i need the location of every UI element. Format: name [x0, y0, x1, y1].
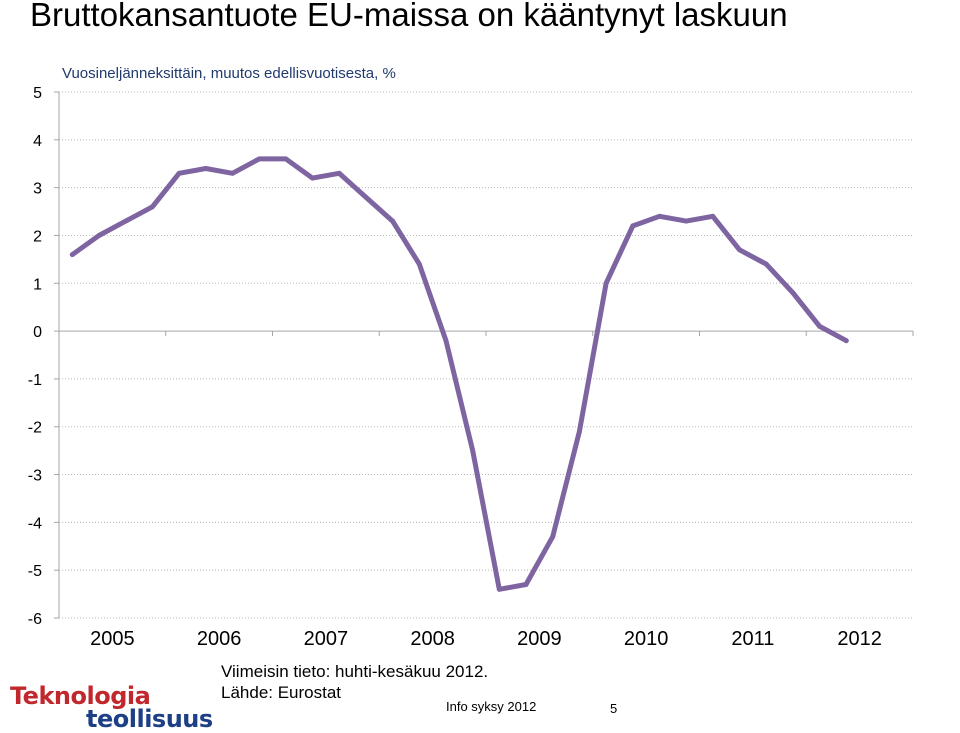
series-group [69, 156, 849, 592]
y-tick-label: 4 [33, 133, 42, 150]
data-point [69, 252, 75, 257]
data-point [256, 156, 262, 162]
data-point [150, 204, 155, 210]
data-point [737, 247, 742, 253]
source-note: Lähde: Eurostat [221, 683, 342, 702]
x-tick-label: 2010 [624, 628, 669, 650]
x-tick-label: 2005 [90, 628, 135, 650]
data-point [790, 290, 796, 296]
page-number: 5 [610, 701, 618, 716]
data-point [416, 261, 422, 267]
axes [54, 91, 914, 619]
data-point [817, 323, 822, 329]
teknologiateollisuus-logo: Teknologia teollisuus [8, 680, 218, 733]
data-point [630, 223, 636, 229]
data-point [363, 194, 369, 200]
x-tick-label: 2012 [837, 628, 882, 650]
data-point [550, 534, 556, 540]
data-point [523, 582, 529, 587]
data-point [203, 166, 209, 171]
x-tick-label: 2007 [304, 628, 349, 650]
x-tick-label: 2006 [197, 628, 242, 650]
y-tick-label: -6 [28, 611, 42, 628]
y-axis-ticks: 5 4 3 2 1 0 -1 -2 -3 -4 -5 -6 [28, 85, 42, 628]
chart-title: Bruttokansantuote EU-maissa on kääntynyt… [30, 0, 788, 33]
y-tick-label: 0 [33, 324, 42, 341]
gridlines [59, 91, 913, 619]
data-point [496, 586, 502, 592]
y-tick-label: 2 [33, 228, 42, 245]
data-point [470, 448, 476, 454]
y-tick-label: -5 [28, 563, 42, 580]
data-point [577, 429, 582, 434]
y-tick-label: -1 [28, 372, 42, 389]
latest-data-note: Viimeisin tieto: huhti-kesäkuu 2012. [221, 662, 489, 681]
logo-line-1: Teknologia [10, 682, 151, 710]
data-point [843, 338, 849, 344]
x-tick-label: 2009 [517, 628, 562, 650]
y-tick-label: 5 [33, 85, 42, 102]
data-point [123, 218, 129, 224]
data-point [390, 218, 395, 224]
chart-subtitle: Vuosineljänneksittäin, muutos edellisvuo… [62, 65, 396, 82]
x-axis-year-labels: 2005 2006 2007 2008 2009 2010 2011 2012 [90, 628, 882, 650]
data-point [443, 338, 449, 344]
data-point [657, 213, 662, 219]
x-tick-label: 2008 [410, 628, 455, 650]
logo-line-2: teollisuus [86, 705, 213, 733]
data-point [683, 218, 689, 224]
y-tick-label: 3 [33, 181, 42, 198]
data-point [176, 170, 182, 176]
y-tick-label: 1 [33, 276, 42, 293]
data-point [96, 233, 102, 238]
y-tick-label: -3 [28, 468, 42, 485]
data-point [603, 280, 609, 286]
data-point [710, 213, 716, 219]
footer-info: Info syksy 2012 [446, 699, 537, 714]
y-tick-label: -4 [28, 515, 42, 532]
x-tick-label: 2011 [731, 628, 774, 650]
y-tick-label: -2 [28, 420, 42, 437]
data-point [310, 175, 315, 181]
series-line [69, 156, 849, 592]
data-point [336, 170, 342, 176]
data-point [230, 170, 235, 176]
data-point [283, 156, 289, 162]
data-point [763, 261, 769, 267]
